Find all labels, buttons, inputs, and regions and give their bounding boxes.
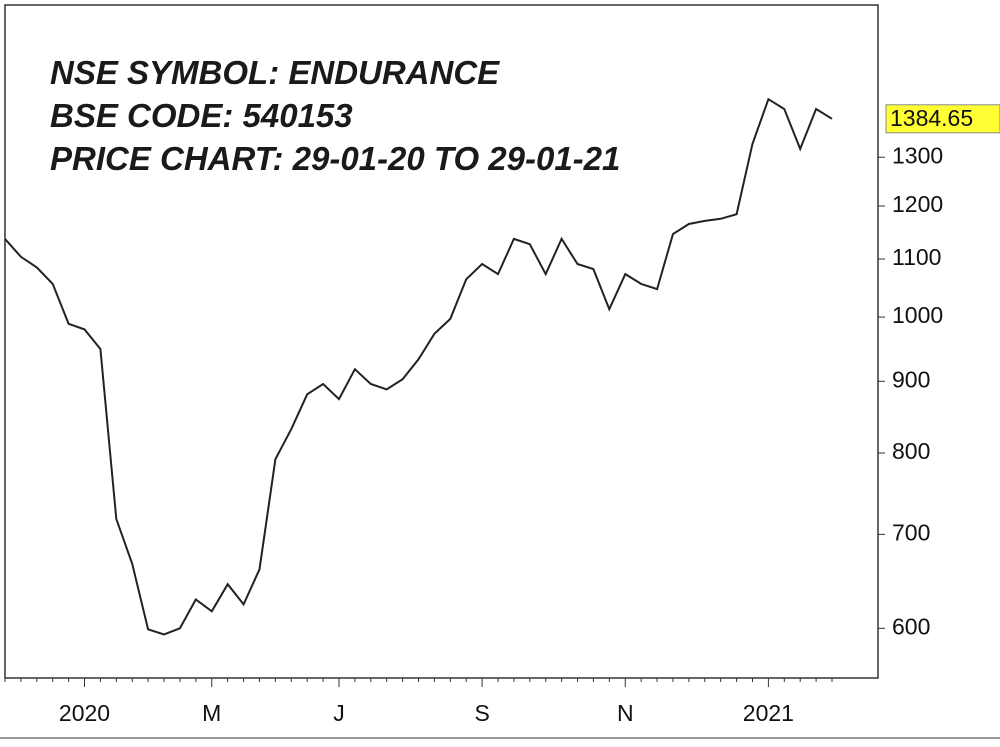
plot-frame <box>4 4 879 679</box>
y-tick-label: 700 <box>892 519 930 545</box>
y-tick-label: 1100 <box>892 244 941 270</box>
y-tick-label: 1200 <box>892 191 943 217</box>
x-tick-label: J <box>333 700 345 726</box>
chart-title: NSE SYMBOL: ENDURANCE <box>50 54 500 91</box>
y-tick-label: 800 <box>892 438 930 464</box>
x-tick-label: S <box>474 700 489 726</box>
x-tick-label: N <box>617 700 634 726</box>
y-tick-label: 600 <box>892 613 930 639</box>
x-tick-label: 2021 <box>743 700 794 726</box>
chart-title: PRICE CHART: 29-01-20 TO 29-01-21 <box>50 140 620 177</box>
y-tick-label: 1000 <box>892 302 943 328</box>
last-value-box <box>885 104 1000 134</box>
y-tick-label: 900 <box>892 366 930 392</box>
y-tick-label: 1300 <box>892 142 943 168</box>
chart-title: BSE CODE: 540153 <box>50 97 353 134</box>
price-line <box>4 97 833 636</box>
last-value-label: 1384.65 <box>890 105 973 131</box>
x-tick-label: M <box>202 700 221 726</box>
x-tick-label: 2020 <box>59 700 110 726</box>
